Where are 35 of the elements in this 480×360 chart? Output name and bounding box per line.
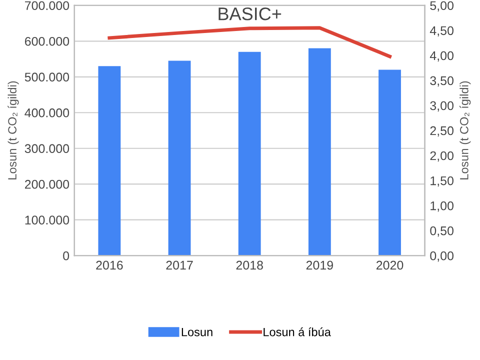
y2-tick-label: 1,00 <box>430 201 454 212</box>
bar <box>168 60 191 256</box>
y2-axis-title: Losun (t CO₂ ígildi) <box>460 81 471 180</box>
y2-tick-label: 4,00 <box>430 51 454 62</box>
legend-label: Losun <box>182 328 212 336</box>
bar <box>378 70 401 256</box>
y-tick-label: 600.000 <box>24 36 70 46</box>
y-tick-label: 700.000 <box>25 1 70 10</box>
y2-tick-label: 5,00 <box>430 1 454 12</box>
bar <box>98 66 121 256</box>
y2-tick-label: 2,50 <box>430 126 454 137</box>
y2-tick-label: 2,00 <box>430 151 454 162</box>
y2-tick-label: 1,50 <box>430 176 454 187</box>
y2-tick-label: 0,50 <box>430 226 454 237</box>
chart-title: BASIC+ <box>218 7 282 20</box>
x-tick-label: 2018 <box>236 260 263 270</box>
line-series <box>108 26 392 58</box>
bar <box>308 48 331 256</box>
y-tick-label: 300.000 <box>24 144 70 154</box>
legend-label: Losun á íbúa <box>264 327 331 336</box>
y2-tick-label: 3,00 <box>430 101 454 112</box>
y2-tick-label: 3,50 <box>430 76 454 87</box>
bar <box>238 52 261 256</box>
x-tick-label: 2016 <box>96 260 123 270</box>
y-tick-label: 0 <box>63 251 70 260</box>
x-tick-label: 2017 <box>166 260 193 270</box>
y-tick-label: 200.000 <box>24 180 70 189</box>
y2-tick-label: 4,50 <box>430 26 454 37</box>
y-tick-label: 400.000 <box>24 108 70 118</box>
y-axis-title: Losun (t CO₂ ígildi) <box>8 81 19 180</box>
x-tick-label: 2019 <box>306 260 333 270</box>
y-tick-label: 500.000 <box>24 72 70 82</box>
x-tick-label: 2020 <box>376 260 404 270</box>
y-tick-label: 100.000 <box>25 216 70 225</box>
y2-tick-label: 0,00 <box>430 251 454 262</box>
